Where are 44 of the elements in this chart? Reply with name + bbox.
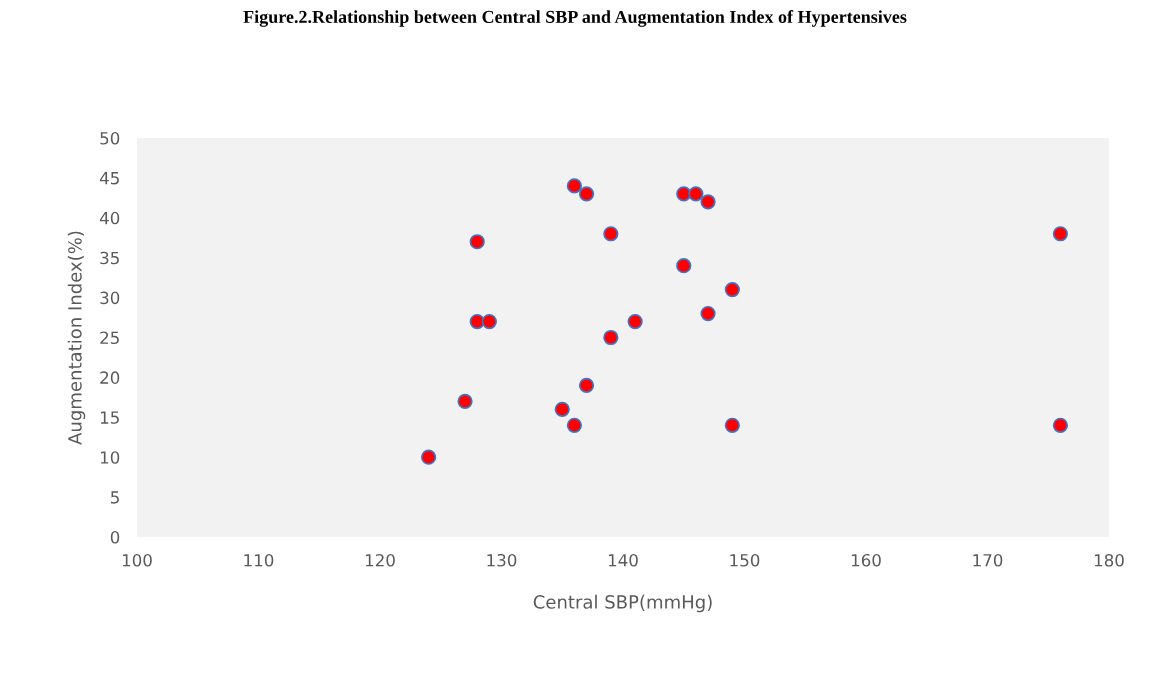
point [700,305,716,322]
x-tick-label: 160 [851,553,881,567]
point [566,178,583,194]
y-tick-label: 50 [100,131,120,145]
point [457,393,473,409]
x-tick-label: 100 [122,553,152,567]
y-tick-label: 15 [100,411,119,424]
y-tick-label: 25 [100,331,119,345]
y-tick-label: 45 [99,172,119,185]
x-tick-label: 180 [1094,553,1124,567]
point [578,377,595,393]
y-tick-label: 35 [100,251,119,265]
y-tick-label: 20 [100,371,120,384]
point [676,258,692,274]
y-axis-title: Augmentation Index(%) [67,231,86,445]
x-tick-label: 170 [973,553,1003,567]
point [700,194,716,210]
x-axis-title: Central SBP(mmHg) [533,594,712,613]
point [688,186,704,202]
point [1052,226,1069,242]
point [724,417,740,433]
point [627,313,643,330]
y-tick-label: 10 [100,451,120,464]
point [676,186,692,202]
y-tick-label: 0 [110,530,120,544]
x-tick-label: 110 [244,553,274,567]
point [578,186,595,202]
x-tick-label: 130 [487,553,517,567]
point [603,226,619,242]
y-tick-label: 5 [111,491,119,504]
point [469,234,485,250]
point [554,401,570,417]
point [1052,417,1069,433]
x-tick-label: 120 [365,553,395,567]
y-tick-label: 30 [100,291,120,305]
point [724,282,740,298]
point [481,313,497,330]
chart-title: Figure.2.Relationship between Central SBP and Augmentation Index of Hypertensives [243,10,907,27]
y-tick-label: 40 [99,211,120,225]
point [603,329,619,346]
point [566,417,583,433]
x-tick-label: 140 [608,553,638,567]
x-tick-label: 150 [730,553,760,567]
point [420,449,437,465]
